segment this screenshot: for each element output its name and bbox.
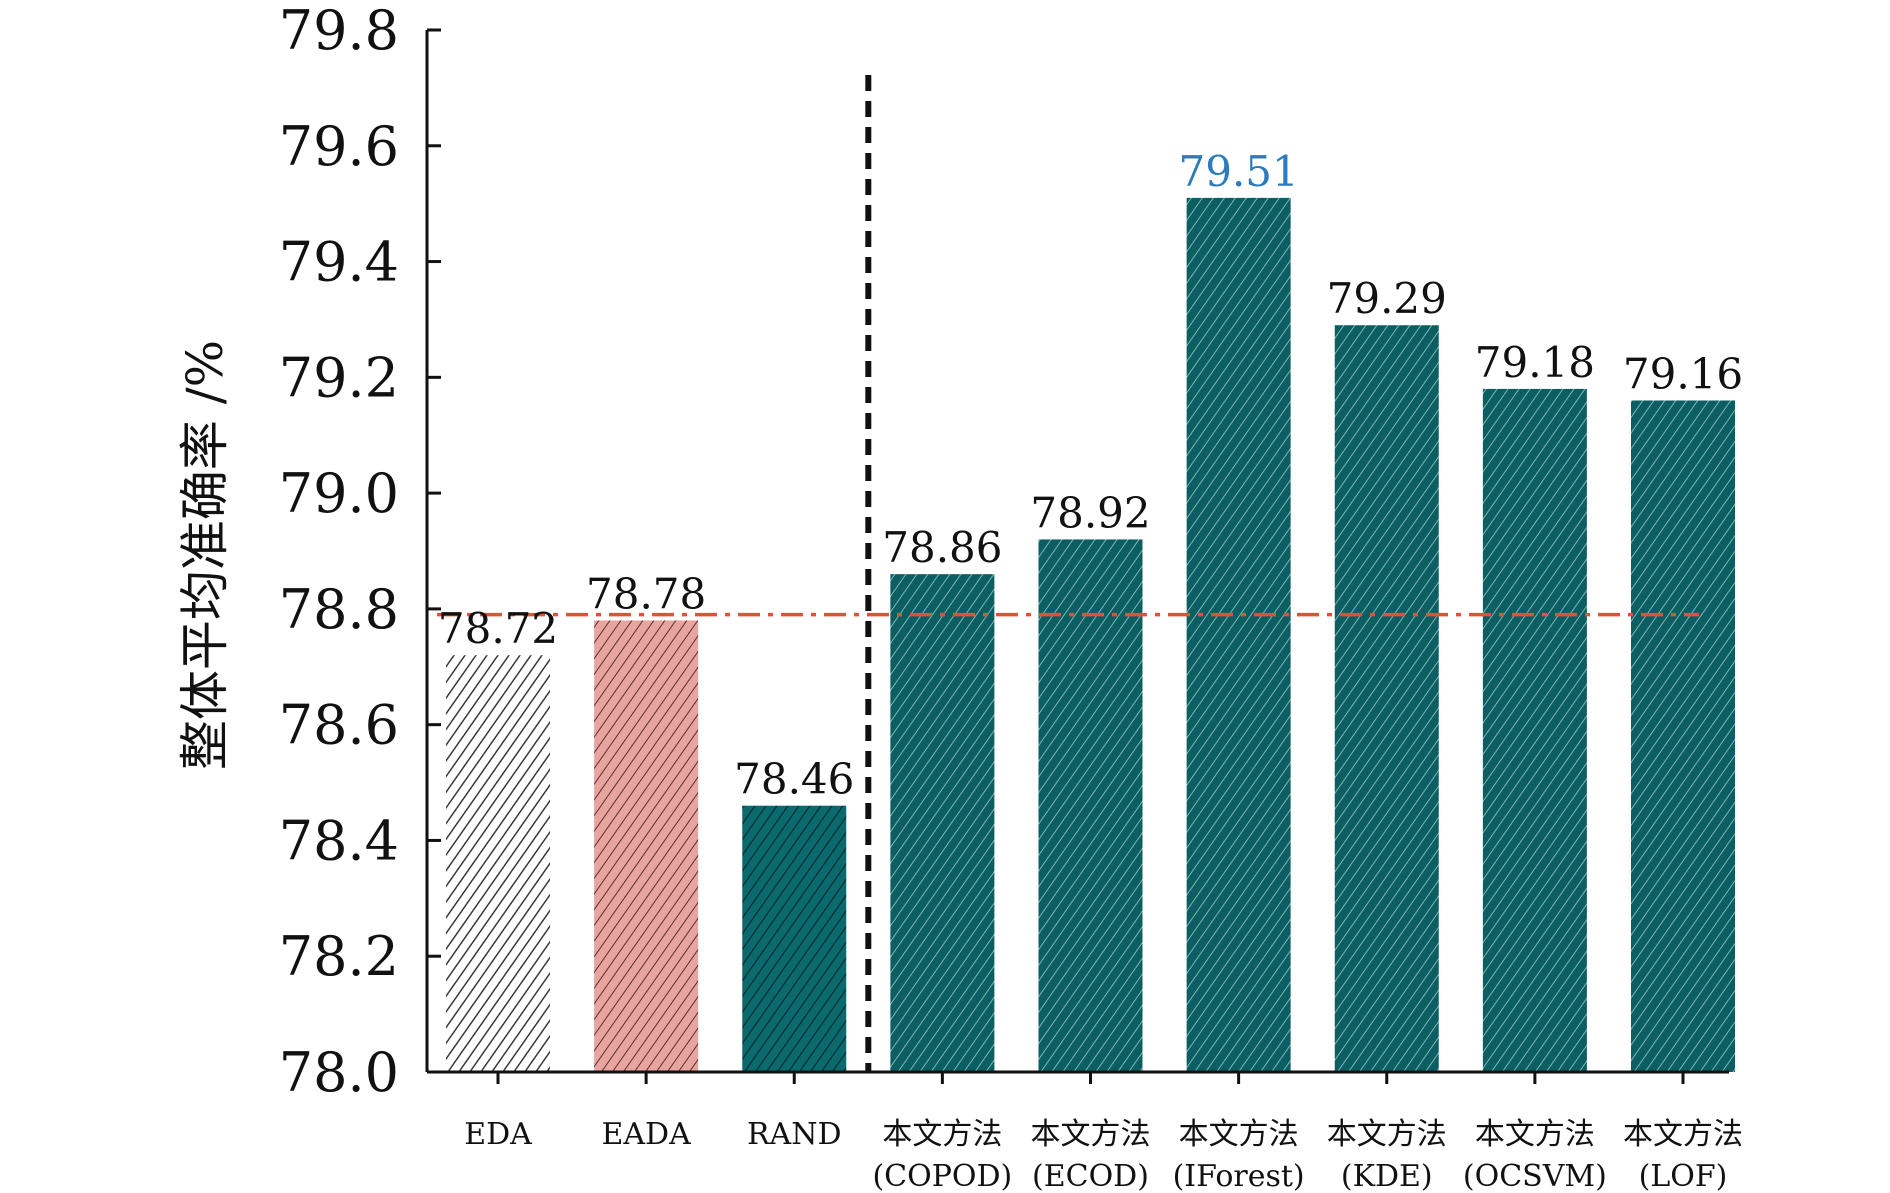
x-tick-label-sub: (KDE) [1341,1159,1433,1193]
x-tick-label: 本文方法 [1475,1117,1595,1152]
y-tick-label: 79.8 [279,0,399,62]
y-tick-label: 78.4 [279,809,399,872]
bar [890,574,995,1072]
x-tick-label-sub: (OCSVM) [1463,1159,1607,1193]
data-label: 79.18 [1475,338,1595,387]
y-tick-label: 79.6 [279,115,399,178]
bar [1038,539,1143,1072]
data-label: 78.92 [1030,488,1150,537]
x-tick-label: EDA [464,1117,532,1152]
x-tick-label-sub: (COPOD) [872,1159,1012,1193]
y-tick-label: 79.2 [279,346,399,409]
x-tick-label-sub: (LOF) [1639,1159,1728,1193]
data-label: 79.29 [1327,274,1447,323]
y-tick-label: 78.2 [279,925,399,988]
x-tick-label-sub: (IForest) [1173,1159,1305,1193]
axes [425,30,1729,1074]
x-tick-label: EADA [601,1117,691,1152]
data-label: 79.16 [1623,349,1743,398]
x-tick-label: 本文方法 [1179,1117,1299,1152]
x-tick-label: 本文方法 [1327,1117,1447,1152]
bars [446,197,1735,1072]
x-tick-label: 本文方法 [882,1117,1002,1152]
x-tick-label: RAND [747,1117,842,1152]
x-tick-label: 本文方法 [1031,1117,1151,1152]
y-tick-label: 79.0 [279,462,399,525]
y-tick-label: 79.4 [279,231,399,294]
data-label: 78.86 [882,523,1002,572]
y-tick-label: 78.0 [279,1041,399,1104]
y-axis-label: 整体平均准确率 /% [176,340,234,770]
bar [742,805,847,1072]
data-label: 78.46 [734,755,854,804]
x-tick-label-sub: (ECOD) [1032,1159,1149,1193]
y-axis-ticks: 78.0 78.2 78.4 78.6 78.8 79.0 79.2 79.4 79.6 79.8 [279,0,1685,1104]
bar [594,620,699,1072]
x-tick-label: 本文方法 [1623,1117,1743,1152]
data-label: 78.78 [586,569,706,618]
bar [446,655,550,1072]
overlay-lines [437,75,1699,1072]
y-tick-label: 78.6 [279,694,399,757]
data-label: 78.72 [438,604,558,653]
y-tick-label: 78.8 [279,578,399,641]
bar [1482,388,1587,1072]
bar [1334,325,1439,1072]
text-labels: 78.72 EDA 78.78 EADA 78.46 RAND 78.86 本文方法 (COPO… [438,147,1743,1193]
data-label: 79.51 [1179,147,1299,196]
bar [1186,197,1291,1072]
bar [1631,400,1735,1072]
